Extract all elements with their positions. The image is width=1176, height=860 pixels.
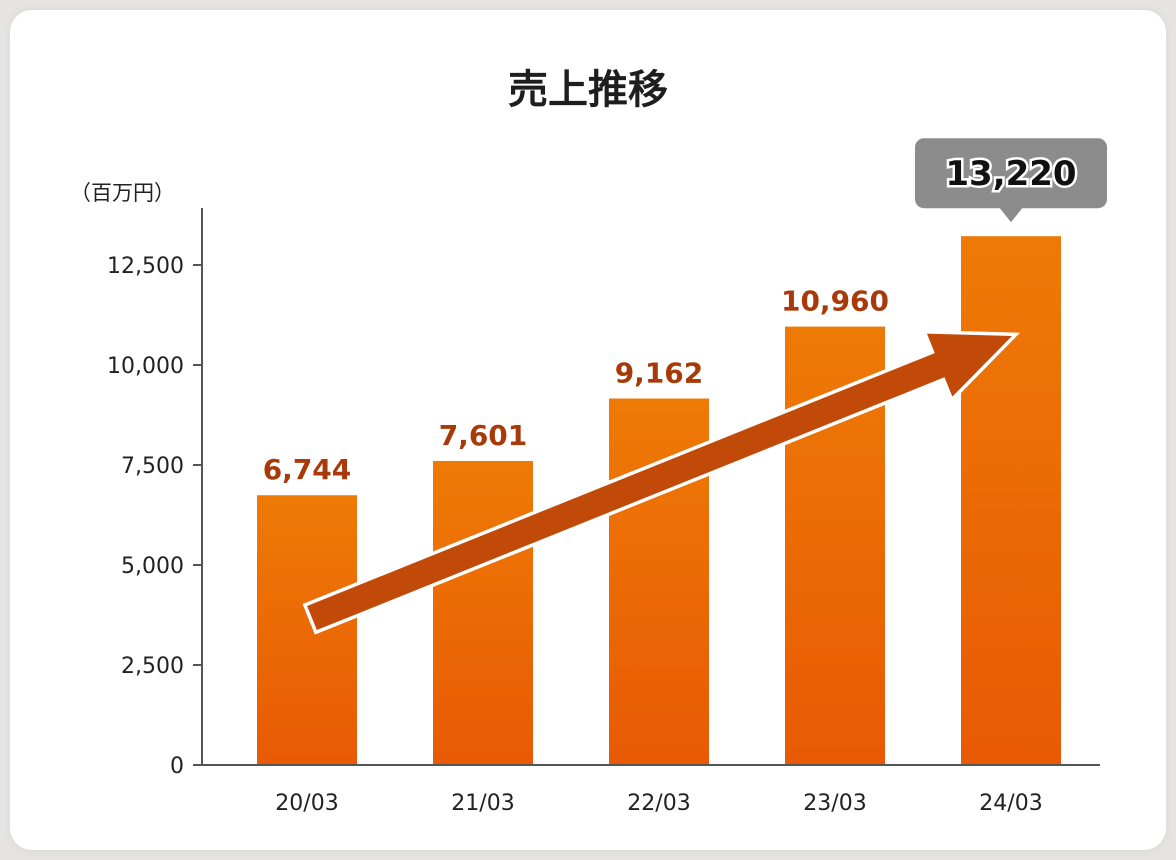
- y-tick-label: 7,500: [121, 454, 184, 479]
- bar-21/03: [433, 460, 533, 765]
- trend-arrow: [302, 329, 1021, 635]
- bar-24/03: [961, 236, 1061, 765]
- bar-20/03: [257, 495, 357, 765]
- y-tick-label: 12,500: [107, 254, 184, 279]
- label-layer: 20/03 6,744 21/03 7,601 22/03 9,162 23/03 10,96…: [107, 138, 1107, 816]
- trend-arrow-layer: [302, 329, 1021, 635]
- x-tick-label: 23/03: [803, 791, 866, 816]
- x-tick-label: 22/03: [627, 791, 690, 816]
- x-tick-label: 24/03: [979, 791, 1042, 816]
- data-label: 9,162: [615, 357, 704, 390]
- x-tick-label: 21/03: [451, 791, 514, 816]
- axis-layer: [193, 208, 1100, 766]
- bars-layer: [257, 236, 1061, 765]
- y-tick-label: 10,000: [107, 354, 184, 379]
- data-label: 6,744: [263, 453, 352, 486]
- data-label-highlight: 13,220: [945, 154, 1076, 194]
- x-tick-label: 20/03: [275, 791, 338, 816]
- y-tick-label: 2,500: [121, 654, 184, 679]
- data-label: 10,960: [781, 285, 889, 318]
- callout-pointer: [999, 207, 1023, 223]
- chart-title: 売上推移: [508, 67, 668, 113]
- data-label: 7,601: [439, 419, 528, 452]
- callout-box: [915, 138, 1107, 209]
- y-tick-label: 5,000: [121, 554, 184, 579]
- highlight-callout: 13,220: [915, 138, 1107, 223]
- y-tick-label: 0: [170, 754, 184, 779]
- y-axis-unit-label: （百万円）: [70, 181, 175, 205]
